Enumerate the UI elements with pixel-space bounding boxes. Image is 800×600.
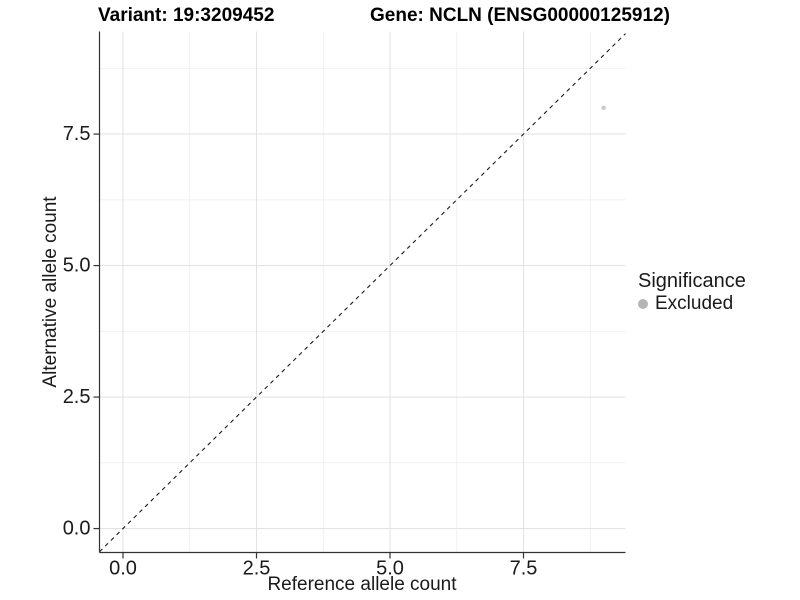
y-tick-label: 7.5 xyxy=(63,123,91,145)
legend-title: Significance xyxy=(638,270,746,292)
y-tick-label: 2.5 xyxy=(63,386,91,408)
legend-item-label: Excluded xyxy=(655,293,734,314)
x-tick-label: 0.0 xyxy=(109,558,137,580)
data-point xyxy=(601,105,606,110)
plot-title-gene: Gene: NCLN (ENSG00000125912) xyxy=(370,5,670,26)
legend: Significance Excluded xyxy=(638,271,746,314)
x-tick-label: 7.5 xyxy=(510,558,538,580)
identity-line xyxy=(99,33,626,553)
y-tick-label: 0.0 xyxy=(63,518,91,540)
y-tick-label: 5.0 xyxy=(63,255,91,277)
legend-item-excluded: Excluded xyxy=(638,293,746,314)
x-axis-title: Reference allele count xyxy=(267,574,457,595)
x-tick-label: 5.0 xyxy=(376,558,404,580)
x-tick-label: 2.5 xyxy=(243,558,271,580)
plot-title-variant: Variant: 19:3209452 xyxy=(98,5,275,26)
legend-point-icon xyxy=(638,298,648,309)
y-axis-title: Alternative allele count xyxy=(40,196,61,388)
